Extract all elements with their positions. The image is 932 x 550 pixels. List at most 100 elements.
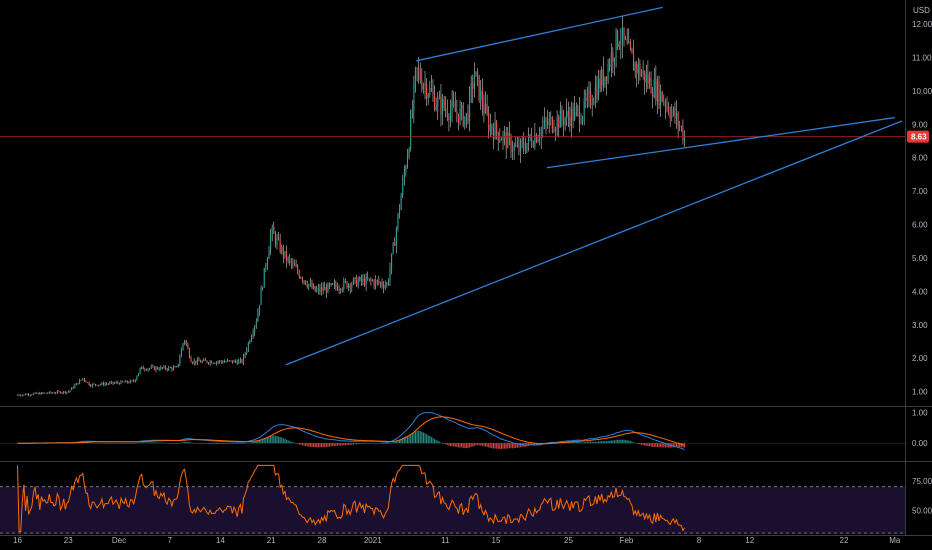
candle[interactable]	[263, 267, 265, 288]
candle[interactable]	[158, 369, 160, 370]
candle[interactable]	[313, 286, 315, 289]
candle[interactable]	[391, 253, 393, 269]
candle[interactable]	[583, 98, 585, 118]
candle[interactable]	[102, 382, 105, 386]
candle[interactable]	[432, 90, 434, 94]
candle[interactable]	[464, 116, 466, 126]
candle[interactable]	[434, 93, 436, 110]
candle[interactable]	[550, 117, 552, 120]
candle[interactable]	[655, 79, 657, 101]
candle[interactable]	[469, 91, 471, 122]
candle[interactable]	[421, 80, 423, 90]
candle[interactable]	[324, 287, 326, 291]
candle[interactable]	[219, 360, 221, 362]
candle[interactable]	[672, 108, 674, 113]
candle[interactable]	[75, 383, 77, 386]
candle[interactable]	[527, 134, 530, 143]
candle[interactable]	[242, 355, 245, 363]
candle[interactable]	[266, 258, 268, 267]
candle[interactable]	[408, 149, 410, 156]
candle[interactable]	[473, 76, 475, 89]
candle[interactable]	[440, 96, 442, 115]
candle[interactable]	[476, 71, 479, 76]
candle[interactable]	[593, 101, 595, 105]
candle[interactable]	[524, 148, 526, 152]
candle[interactable]	[214, 363, 216, 364]
candle[interactable]	[349, 284, 351, 289]
candle[interactable]	[79, 380, 81, 384]
candle[interactable]	[133, 380, 135, 382]
trendline[interactable]	[546, 116, 895, 169]
candle[interactable]	[494, 121, 496, 139]
candle[interactable]	[392, 243, 394, 254]
candle[interactable]	[182, 343, 184, 350]
candle[interactable]	[389, 268, 391, 282]
candle[interactable]	[362, 278, 364, 282]
candle[interactable]	[55, 392, 57, 394]
candle[interactable]	[255, 321, 257, 327]
candle[interactable]	[257, 312, 259, 322]
candle[interactable]	[231, 360, 233, 363]
candle[interactable]	[456, 112, 458, 114]
candle[interactable]	[660, 91, 662, 105]
candle[interactable]	[570, 108, 573, 127]
candle[interactable]	[365, 277, 367, 286]
candle[interactable]	[535, 134, 538, 142]
candle[interactable]	[354, 277, 356, 279]
candle[interactable]	[56, 391, 58, 393]
candle[interactable]	[298, 272, 300, 278]
candle[interactable]	[588, 90, 590, 94]
candle[interactable]	[157, 367, 159, 370]
candle[interactable]	[532, 144, 534, 147]
candle[interactable]	[142, 366, 144, 370]
candle[interactable]	[203, 359, 205, 361]
candle[interactable]	[166, 368, 168, 370]
candle[interactable]	[492, 130, 495, 139]
candle[interactable]	[207, 362, 210, 364]
candle[interactable]	[403, 172, 405, 180]
candle[interactable]	[112, 381, 114, 384]
candle[interactable]	[470, 83, 472, 92]
candle[interactable]	[634, 63, 636, 71]
candle[interactable]	[664, 102, 666, 108]
candle[interactable]	[344, 280, 346, 282]
candle[interactable]	[461, 105, 463, 109]
candle[interactable]	[564, 117, 566, 125]
candle[interactable]	[292, 263, 294, 265]
candle[interactable]	[601, 69, 603, 88]
candle[interactable]	[620, 43, 622, 45]
candle[interactable]	[512, 150, 514, 152]
candle[interactable]	[360, 277, 362, 282]
candle[interactable]	[551, 117, 553, 132]
candle[interactable]	[20, 395, 22, 397]
candle[interactable]	[669, 113, 671, 119]
candle[interactable]	[201, 360, 203, 363]
candle[interactable]	[529, 134, 531, 138]
candle[interactable]	[244, 353, 246, 356]
candle[interactable]	[671, 112, 673, 119]
candle[interactable]	[652, 93, 654, 98]
candle[interactable]	[609, 64, 611, 68]
candle[interactable]	[489, 124, 491, 132]
candle[interactable]	[235, 360, 237, 362]
candle[interactable]	[357, 280, 359, 287]
candle[interactable]	[16, 394, 19, 396]
candle[interactable]	[110, 381, 112, 383]
candle[interactable]	[61, 392, 63, 394]
candle[interactable]	[363, 278, 366, 286]
candle[interactable]	[596, 87, 598, 99]
candle[interactable]	[270, 234, 272, 250]
candle[interactable]	[90, 385, 92, 387]
candle[interactable]	[566, 111, 568, 118]
candle[interactable]	[230, 360, 232, 362]
candle[interactable]	[578, 107, 580, 123]
candle[interactable]	[642, 70, 644, 74]
candle[interactable]	[424, 83, 426, 86]
candle[interactable]	[633, 53, 635, 71]
candle[interactable]	[289, 257, 291, 261]
candle[interactable]	[370, 278, 372, 281]
candle[interactable]	[422, 85, 424, 90]
candle[interactable]	[293, 263, 296, 266]
candle[interactable]	[279, 238, 281, 252]
candle[interactable]	[217, 361, 219, 363]
